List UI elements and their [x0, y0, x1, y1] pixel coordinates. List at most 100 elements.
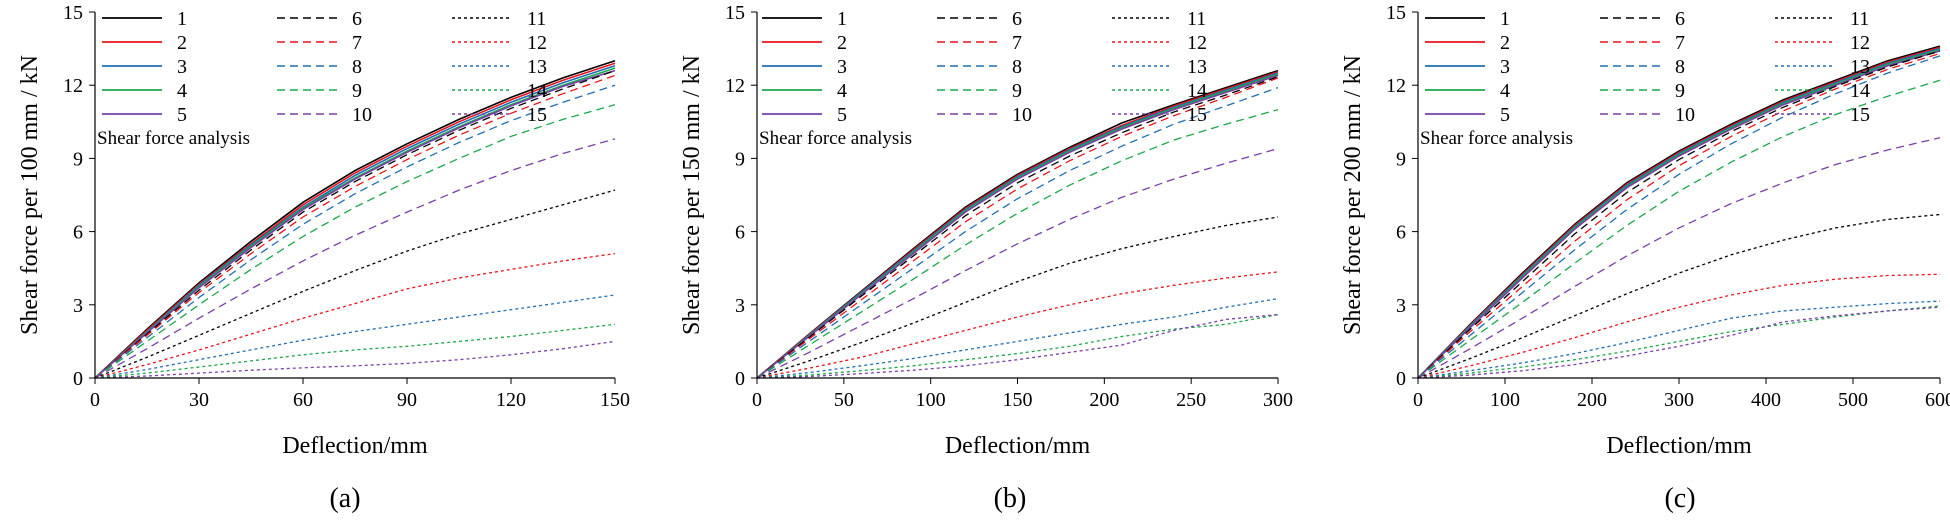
- y-axis-title: Shear force per 100 mm / kN: [17, 55, 43, 335]
- x-tick-label: 0: [752, 389, 762, 411]
- x-tick-label: 100: [916, 389, 946, 411]
- x-tick-label: 500: [1838, 389, 1868, 411]
- series-line-14: [94, 323, 616, 379]
- panel-label: (a): [329, 483, 360, 514]
- y-tick-label: 3: [1396, 295, 1406, 317]
- panel-label: (b): [994, 483, 1027, 514]
- series-line-7: [94, 74, 616, 379]
- legend-label-1: 1: [1500, 8, 1510, 30]
- series-line-6: [94, 69, 616, 379]
- x-tick-label: 30: [189, 389, 209, 411]
- legend-label-15: 15: [1850, 104, 1870, 126]
- legend-label-4: 4: [177, 80, 187, 102]
- legend-label-2: 2: [1500, 32, 1510, 54]
- legend-label-2: 2: [177, 32, 187, 54]
- legend-label-6: 6: [1012, 8, 1022, 30]
- x-tick-label: 300: [1263, 389, 1293, 411]
- series-line-5: [94, 69, 616, 379]
- series-line-12: [94, 252, 616, 379]
- y-tick-label: 6: [1396, 222, 1406, 244]
- y-tick-label: 3: [735, 295, 745, 317]
- series-line-6: [1417, 50, 1941, 379]
- legend-label-8: 8: [1675, 56, 1685, 78]
- legend-label-4: 4: [837, 80, 847, 102]
- x-tick-label: 400: [1751, 389, 1781, 411]
- annotation-text: Shear force analysis: [759, 128, 912, 149]
- legend-label-2: 2: [837, 32, 847, 54]
- legend-label-13: 13: [1850, 56, 1870, 78]
- y-tick-label: 6: [73, 222, 83, 244]
- legend-label-13: 13: [1187, 56, 1207, 78]
- x-tick-label: 100: [1490, 389, 1520, 411]
- x-tick-label: 0: [90, 389, 100, 411]
- legend-label-13: 13: [527, 56, 547, 78]
- series-line-5: [756, 74, 1279, 379]
- series-line-7: [756, 77, 1279, 379]
- legend-label-14: 14: [1850, 80, 1870, 102]
- y-tick-label: 6: [735, 222, 745, 244]
- legend-label-9: 9: [352, 80, 362, 102]
- x-axis-title: Deflection/mm: [282, 433, 428, 459]
- legend-label-12: 12: [1850, 32, 1870, 54]
- legend-label-10: 10: [1012, 104, 1032, 126]
- legend-label-8: 8: [352, 56, 362, 78]
- series-line-15: [1417, 306, 1941, 379]
- x-tick-label: 150: [1003, 389, 1033, 411]
- legend-label-11: 11: [1187, 8, 1206, 30]
- series-line-15: [94, 340, 616, 379]
- series-line-11: [756, 216, 1279, 379]
- legend-label-15: 15: [1187, 104, 1207, 126]
- series-line-14: [756, 313, 1279, 379]
- series-line-12: [1417, 273, 1941, 379]
- series-line-15: [756, 313, 1279, 379]
- x-tick-label: 300: [1664, 389, 1694, 411]
- legend-label-1: 1: [837, 8, 847, 30]
- series-line-14: [1417, 305, 1941, 379]
- series-group: [94, 60, 616, 379]
- x-tick-label: 200: [1577, 389, 1607, 411]
- legend-label-7: 7: [1675, 32, 1685, 54]
- legend-label-1: 1: [177, 8, 187, 30]
- legend-label-3: 3: [177, 56, 187, 78]
- series-line-3: [756, 72, 1279, 379]
- y-tick-label: 15: [1386, 2, 1406, 24]
- y-tick-label: 12: [1386, 75, 1406, 97]
- legend-label-12: 12: [1187, 32, 1207, 54]
- series-line-10: [756, 147, 1279, 379]
- x-tick-label: 90: [397, 389, 417, 411]
- legend-label-3: 3: [837, 56, 847, 78]
- y-tick-label: 15: [63, 2, 83, 24]
- x-axis-title: Deflection/mm: [945, 433, 1091, 459]
- series-line-6: [756, 76, 1279, 379]
- y-tick-label: 0: [735, 368, 745, 390]
- series-line-13: [94, 294, 616, 379]
- x-tick-label: 0: [1413, 389, 1423, 411]
- legend-label-5: 5: [1500, 104, 1510, 126]
- series-line-13: [1417, 300, 1941, 379]
- x-tick-label: 200: [1089, 389, 1119, 411]
- x-tick-label: 150: [600, 389, 630, 411]
- series-line-3: [1417, 47, 1941, 379]
- series-line-9: [94, 104, 616, 379]
- legend-label-10: 10: [352, 104, 372, 126]
- x-tick-label: 60: [293, 389, 313, 411]
- annotation-text: Shear force analysis: [1420, 128, 1573, 149]
- series-group: [756, 69, 1279, 379]
- y-tick-label: 9: [735, 148, 745, 170]
- legend-label-5: 5: [177, 104, 187, 126]
- y-tick-label: 9: [1396, 148, 1406, 170]
- series-line-9: [756, 108, 1279, 379]
- panel-label: (c): [1664, 483, 1695, 514]
- legend-label-7: 7: [352, 32, 362, 54]
- series-line-8: [94, 84, 616, 379]
- legend-label-6: 6: [1675, 8, 1685, 30]
- annotation-text: Shear force analysis: [97, 128, 250, 149]
- series-line-8: [1417, 55, 1941, 379]
- series-line-11: [1417, 213, 1941, 379]
- y-axis-title: Shear force per 200 mm / kN: [1340, 55, 1366, 335]
- x-axis-title: Deflection/mm: [1606, 433, 1752, 459]
